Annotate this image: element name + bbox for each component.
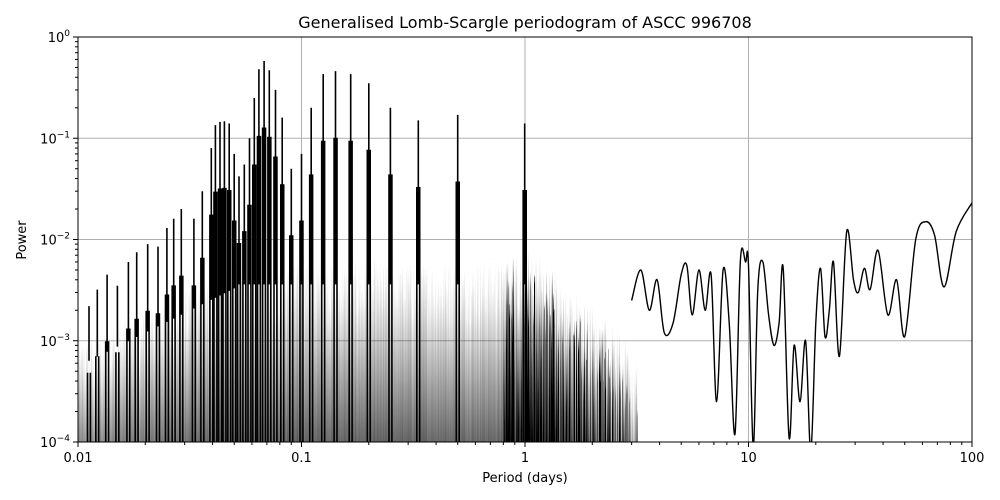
x-tick-label: 100 <box>960 451 985 466</box>
y-tick-label: 100 <box>48 29 71 46</box>
x-tick-label: 0.01 <box>64 451 93 466</box>
chart-title: Generalised Lomb-Scargle periodogram of … <box>298 13 752 32</box>
y-tick-label: 10−1 <box>40 130 70 147</box>
x-tick-label: 10 <box>740 451 757 466</box>
x-axis-label: Period (days) <box>482 471 568 486</box>
y-tick-label: 10−4 <box>40 434 70 451</box>
periodogram-peaks <box>86 61 527 442</box>
periodogram-long-period-curve <box>630 202 972 442</box>
y-axis-ticks: 10−4 10−3 10−2 10−1 100 <box>40 29 78 451</box>
y-tick-label: 10−3 <box>40 333 70 350</box>
x-tick-label: 1 <box>521 451 529 466</box>
x-tick-label: 0.1 <box>291 451 312 466</box>
x-axis-ticks: 0.01 0.1 1 10 100 <box>64 442 985 466</box>
y-axis-label: Power <box>15 220 30 260</box>
y-tick-label: 10−2 <box>40 232 70 249</box>
